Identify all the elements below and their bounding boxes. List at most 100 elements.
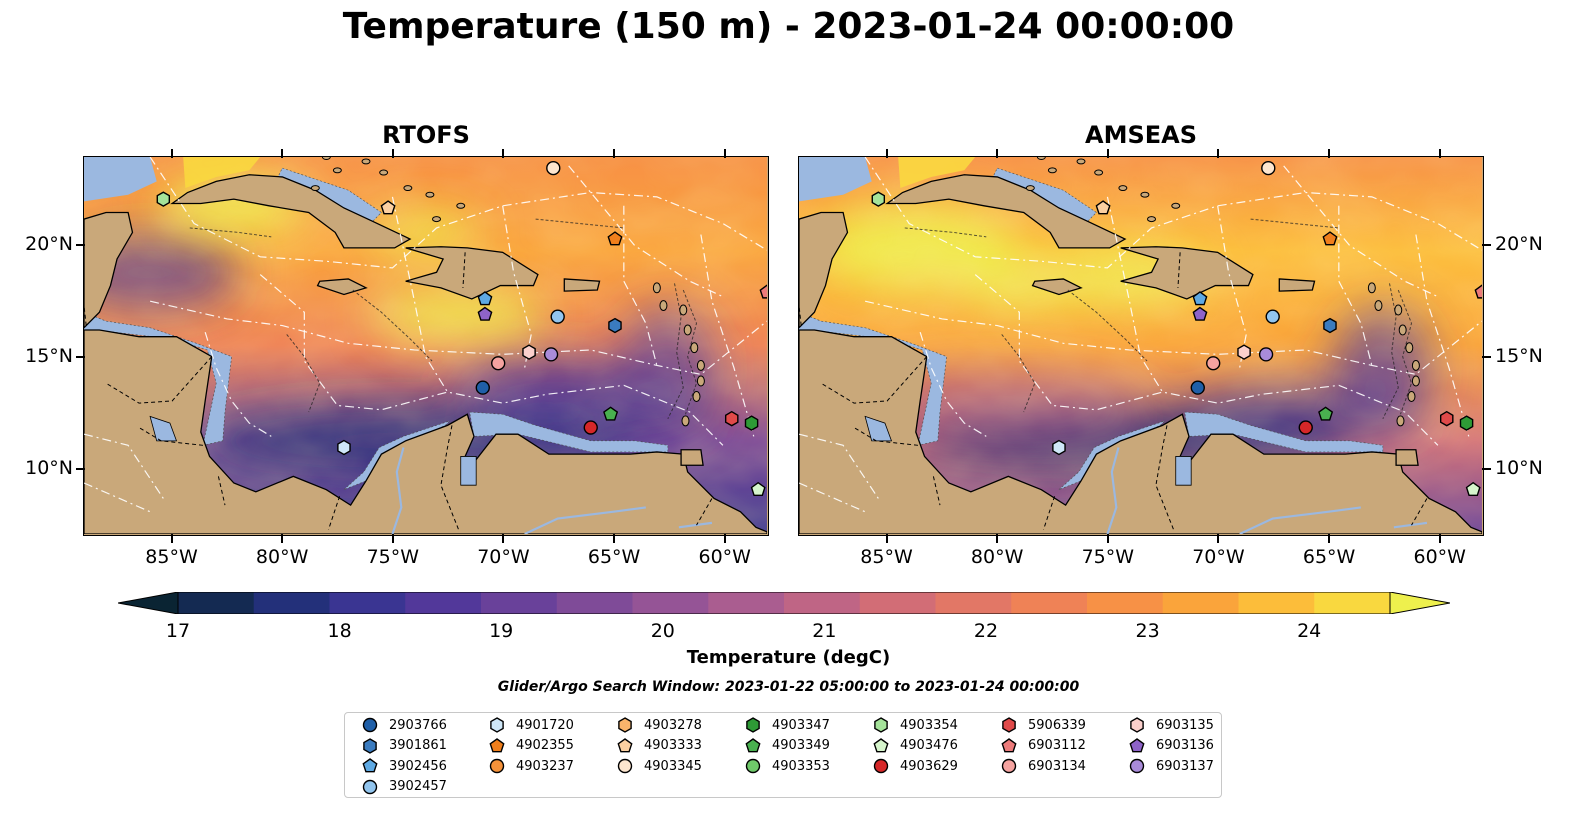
float-marker-6903135[interactable] bbox=[1237, 344, 1251, 360]
float-marker-6903112[interactable] bbox=[759, 284, 767, 299]
legend-label: 4903349 bbox=[772, 738, 830, 753]
x-tick-mark bbox=[613, 149, 616, 158]
legend-label: 4903278 bbox=[644, 717, 702, 733]
float-marker-6903136[interactable] bbox=[477, 306, 493, 321]
float-marker-3902456[interactable] bbox=[1192, 291, 1208, 306]
float-marker-4903347[interactable] bbox=[744, 415, 759, 431]
x-tick-label: 70°W bbox=[477, 546, 530, 568]
float-marker-4903476[interactable] bbox=[1465, 481, 1481, 497]
legend-marker-4903353 bbox=[745, 758, 761, 774]
colorbar-graphic bbox=[117, 591, 1451, 615]
colorbar bbox=[117, 591, 1451, 615]
x-tick-label: 75°W bbox=[366, 546, 420, 568]
map-panel-rtofs[interactable] bbox=[83, 156, 769, 536]
legend-marker-4903333 bbox=[617, 737, 633, 752]
legend-item: 6903134 bbox=[998, 756, 1086, 776]
legend-marker-2903766 bbox=[362, 717, 378, 733]
x-tick-label: 80°W bbox=[255, 546, 309, 568]
float-marker-6903134[interactable] bbox=[491, 356, 506, 371]
legend-marker-6903136 bbox=[1129, 737, 1145, 752]
float-marker-4903333[interactable] bbox=[1095, 200, 1111, 215]
float-marker-4902355[interactable] bbox=[1322, 231, 1338, 246]
legend-label: 4903353 bbox=[772, 758, 830, 774]
hexagon-marker-icon bbox=[1130, 717, 1144, 733]
search-window-text: Glider/Argo Search Window: 2023-01-22 05… bbox=[497, 679, 1080, 695]
float-marker-4903345[interactable] bbox=[546, 160, 561, 176]
legend-marker-3902457 bbox=[362, 779, 378, 794]
float-marker-3902457[interactable] bbox=[1265, 309, 1280, 324]
legend-item: 4902355 bbox=[486, 736, 574, 756]
float-marker-4903345[interactable] bbox=[1261, 160, 1276, 176]
legend-marker-4903349 bbox=[745, 737, 761, 752]
float-marker-6903112[interactable] bbox=[1474, 284, 1482, 299]
float-marker-4903629[interactable] bbox=[1298, 420, 1313, 435]
float-marker-5906339[interactable] bbox=[1439, 410, 1454, 427]
x-tick-mark bbox=[1328, 149, 1331, 158]
legend-item: 4903345 bbox=[614, 756, 702, 776]
float-marker-4903333[interactable] bbox=[380, 200, 396, 215]
circle-marker-icon bbox=[1001, 758, 1017, 774]
float-marker-2903766[interactable] bbox=[1190, 380, 1205, 395]
float-marker-3901861[interactable] bbox=[608, 317, 622, 334]
x-tick-mark bbox=[170, 149, 173, 158]
float-marker-2903766[interactable] bbox=[475, 380, 490, 395]
colorbar-tick-label: 17 bbox=[165, 620, 191, 642]
legend-item: 6903136 bbox=[1126, 736, 1214, 756]
float-marker-3902456[interactable] bbox=[477, 291, 493, 306]
legend-label: 3901861 bbox=[389, 738, 447, 753]
pentagon-marker-icon bbox=[617, 737, 633, 752]
pentagon-marker-icon bbox=[489, 737, 505, 752]
x-tick-label: 60°W bbox=[1413, 546, 1466, 568]
legend-item: 4903476 bbox=[870, 736, 958, 756]
float-marker-4903354[interactable] bbox=[871, 191, 886, 207]
colorbar-bin bbox=[1087, 592, 1164, 614]
legend-item: 3902456 bbox=[359, 756, 447, 776]
colorbar-bin bbox=[1011, 592, 1088, 614]
colorbar-tick-label: 18 bbox=[327, 620, 352, 642]
legend-marker-3901861 bbox=[363, 737, 377, 754]
colorbar-bin bbox=[253, 592, 331, 614]
x-tick-mark bbox=[1438, 534, 1441, 543]
float-marker-4903349[interactable] bbox=[603, 406, 619, 421]
float-marker-4903629[interactable] bbox=[583, 420, 598, 435]
x-tick-mark bbox=[170, 534, 173, 543]
float-marker-3902457[interactable] bbox=[550, 309, 565, 324]
legend-marker-6903112 bbox=[1001, 737, 1017, 752]
legend-label: 4903333 bbox=[644, 738, 702, 753]
float-marker-3901861[interactable] bbox=[1323, 317, 1337, 334]
colorbar-tick-label: 20 bbox=[650, 620, 675, 642]
legend-marker-4903354 bbox=[874, 717, 888, 733]
x-tick-mark bbox=[391, 149, 394, 158]
float-marker-4903476[interactable] bbox=[750, 481, 766, 497]
float-marker-6903135[interactable] bbox=[522, 344, 536, 360]
pentagon-marker-icon bbox=[1129, 737, 1145, 752]
legend-item: 3902457 bbox=[359, 777, 447, 797]
x-tick-mark bbox=[996, 534, 999, 543]
legend-item: 4903347 bbox=[742, 715, 830, 735]
float-marker-5906339[interactable] bbox=[724, 410, 739, 427]
legend-label: 4903354 bbox=[900, 717, 958, 733]
float-marker-4901720[interactable] bbox=[1052, 439, 1066, 456]
float-marker-4903349[interactable] bbox=[1318, 406, 1334, 421]
y-tick-label-right: 20°N bbox=[1495, 233, 1543, 256]
legend-label: 3902456 bbox=[389, 758, 447, 774]
legend-item: 4903629 bbox=[870, 756, 958, 776]
x-tick-mark bbox=[723, 149, 726, 158]
float-marker-4903347[interactable] bbox=[1459, 415, 1474, 431]
map-panel-amseas[interactable] bbox=[798, 156, 1484, 536]
float-marker-6903136[interactable] bbox=[1192, 306, 1208, 321]
float-marker-4902355[interactable] bbox=[607, 231, 623, 246]
legend-item: 4903333 bbox=[614, 736, 702, 756]
legend-item: 6903137 bbox=[1126, 756, 1214, 776]
colorbar-label: Temperature (degC) bbox=[686, 647, 891, 668]
float-marker-4901720[interactable] bbox=[337, 439, 351, 456]
float-marker-4903354[interactable] bbox=[156, 191, 171, 207]
map-canvas bbox=[84, 157, 767, 534]
legend-label: 4902355 bbox=[516, 738, 574, 753]
float-marker-6903137[interactable] bbox=[543, 347, 559, 362]
hexagon-marker-icon bbox=[1002, 717, 1016, 733]
float-marker-6903137[interactable] bbox=[1258, 347, 1274, 362]
circle-marker-icon bbox=[745, 758, 761, 774]
legend-label: 6903112 bbox=[1028, 738, 1086, 753]
float-marker-6903134[interactable] bbox=[1206, 356, 1221, 371]
